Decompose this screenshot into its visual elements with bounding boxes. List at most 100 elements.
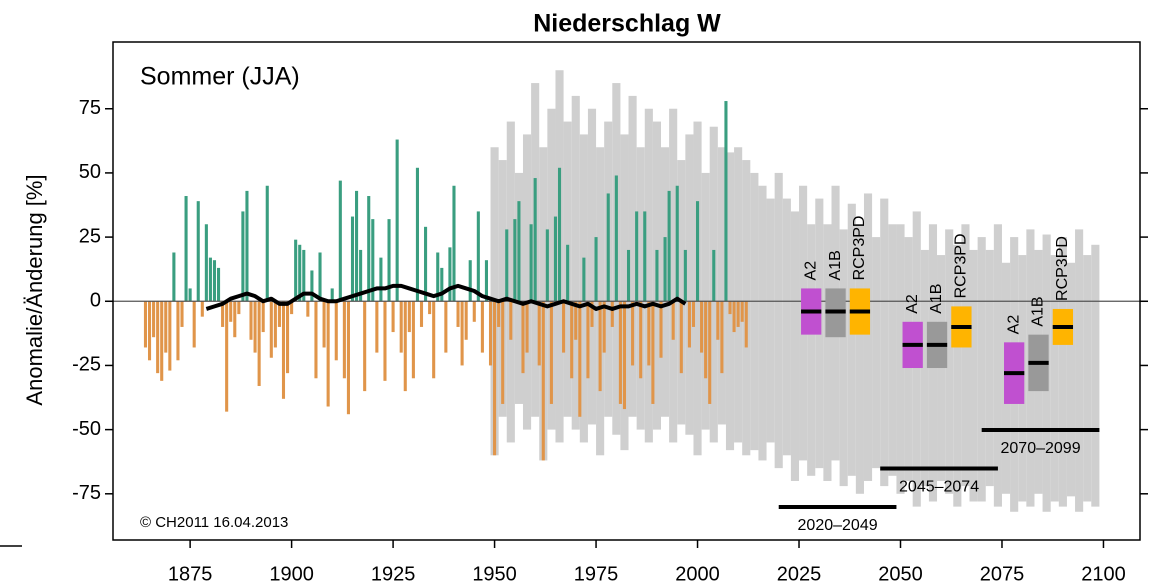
bar bbox=[655, 249, 659, 302]
scenario-label: A2 bbox=[904, 294, 921, 314]
bar bbox=[614, 175, 618, 302]
bar bbox=[399, 301, 403, 353]
bar bbox=[334, 301, 338, 361]
band-range bbox=[628, 95, 637, 417]
bar bbox=[180, 301, 184, 327]
bar bbox=[610, 301, 614, 327]
x-tick-label: 1950 bbox=[472, 563, 517, 585]
bar bbox=[424, 226, 428, 302]
bar bbox=[225, 301, 229, 412]
bar bbox=[160, 301, 164, 381]
period-label: 2020–2049 bbox=[798, 517, 878, 534]
band-range bbox=[506, 121, 515, 443]
bar bbox=[643, 211, 647, 302]
bar bbox=[675, 185, 679, 302]
band-range bbox=[782, 198, 791, 456]
bar bbox=[687, 301, 691, 348]
band-range bbox=[823, 224, 832, 481]
bar bbox=[322, 301, 326, 348]
band-range bbox=[620, 134, 629, 451]
bar bbox=[476, 211, 480, 302]
bar bbox=[419, 301, 424, 327]
bar bbox=[164, 301, 168, 353]
bar bbox=[533, 178, 537, 302]
bar bbox=[415, 167, 419, 302]
x-tick-label: 2025 bbox=[777, 563, 822, 585]
band-range bbox=[734, 147, 743, 443]
bar bbox=[407, 301, 411, 333]
band-range bbox=[717, 147, 726, 425]
bar bbox=[667, 190, 671, 302]
bar bbox=[294, 239, 298, 302]
bar bbox=[188, 288, 192, 302]
x-tick-label: 1975 bbox=[574, 563, 619, 585]
band-range bbox=[855, 224, 864, 494]
bar bbox=[631, 301, 635, 366]
bar bbox=[346, 301, 350, 415]
bar bbox=[314, 301, 318, 379]
band-range bbox=[758, 185, 767, 461]
band-range bbox=[790, 211, 800, 481]
band-range bbox=[1091, 244, 1100, 507]
bar bbox=[403, 301, 407, 392]
band-range bbox=[1050, 255, 1059, 502]
x-tick-label: 1875 bbox=[168, 563, 213, 585]
bar bbox=[732, 301, 736, 333]
bar bbox=[529, 224, 533, 302]
y-tick-label: -25 bbox=[72, 354, 101, 376]
plot-layer: A2 A2 A2 A1B A1B A1B RCP3PD RCP3PD RCP3PD 2020–20… bbox=[113, 70, 1140, 534]
bar bbox=[143, 301, 148, 348]
x-tick-label: 2000 bbox=[675, 563, 720, 585]
bar bbox=[708, 301, 712, 404]
bar bbox=[221, 301, 225, 327]
bar bbox=[212, 260, 217, 302]
bar bbox=[488, 301, 493, 366]
bar bbox=[744, 301, 748, 348]
band-range bbox=[644, 108, 653, 443]
band-range bbox=[498, 160, 507, 417]
bar bbox=[716, 301, 720, 340]
bar bbox=[371, 219, 375, 302]
bar bbox=[671, 301, 675, 340]
bar bbox=[302, 249, 306, 302]
bar bbox=[257, 301, 261, 386]
bar bbox=[712, 249, 716, 302]
scenario-label: A1B bbox=[928, 284, 945, 314]
band-range bbox=[961, 224, 970, 487]
band-range bbox=[863, 193, 873, 481]
band-range bbox=[945, 229, 954, 494]
band-range bbox=[993, 224, 1002, 507]
bar bbox=[704, 301, 708, 379]
bar bbox=[740, 301, 744, 322]
bar bbox=[375, 301, 379, 353]
bar bbox=[566, 244, 570, 302]
bar bbox=[695, 201, 700, 302]
bar bbox=[436, 252, 440, 302]
y-axis-label: Anomalie/Änderung [%] bbox=[22, 174, 47, 405]
running-mean bbox=[205, 283, 687, 311]
bar bbox=[456, 301, 460, 327]
bar bbox=[249, 301, 253, 340]
bar bbox=[298, 244, 302, 302]
bar bbox=[525, 301, 529, 353]
y-tick-label: 75 bbox=[79, 97, 101, 119]
bar bbox=[233, 301, 237, 338]
bar bbox=[574, 301, 578, 340]
scenario-label: A2 bbox=[802, 261, 819, 281]
band-range bbox=[839, 229, 848, 487]
bar bbox=[639, 301, 643, 379]
band-range bbox=[774, 172, 783, 469]
bar bbox=[411, 301, 415, 379]
x-tick-label: 1925 bbox=[371, 563, 416, 585]
bar bbox=[562, 301, 566, 353]
y-tick-label: -50 bbox=[72, 418, 101, 440]
bar bbox=[281, 301, 286, 399]
bar bbox=[659, 301, 663, 358]
chart-title: Niederschlag W bbox=[533, 10, 721, 38]
bar bbox=[545, 229, 549, 302]
bar bbox=[647, 301, 651, 366]
bar bbox=[184, 196, 188, 302]
scenario-label: RCP3PD bbox=[1054, 236, 1071, 301]
band-range bbox=[1058, 237, 1067, 507]
